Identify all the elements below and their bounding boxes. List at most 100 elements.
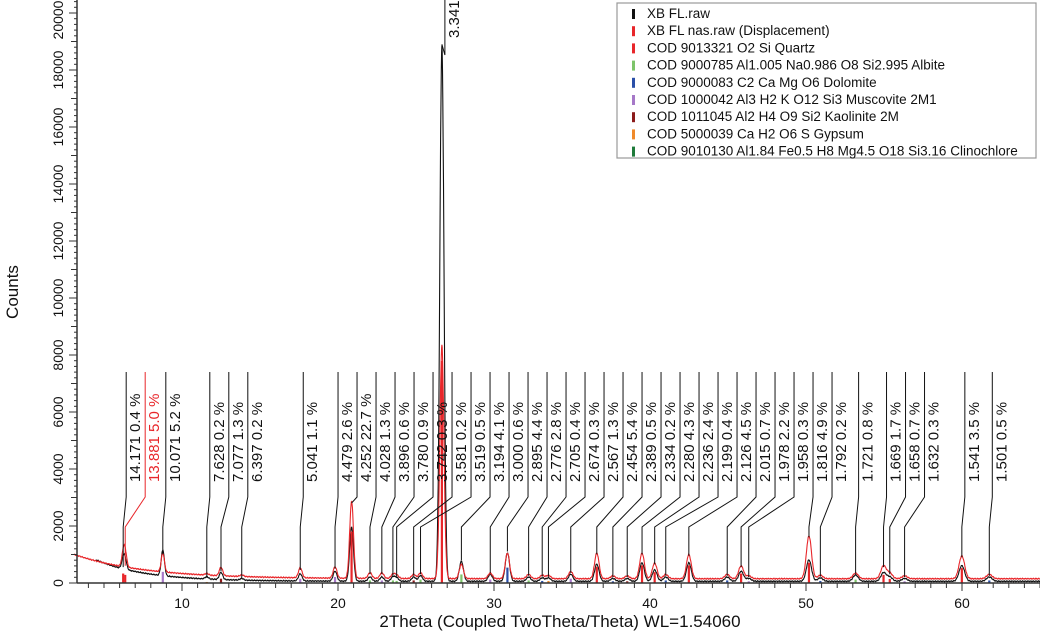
peak-leader-line [612, 372, 643, 578]
y-tick-label: 18000 [50, 50, 66, 89]
peak-label: 2.567 1.3 % [605, 402, 622, 482]
x-axis-title: 2Theta (Coupled TwoTheta/Theta) WL=1.540… [379, 612, 740, 631]
y-tick-label: 8000 [50, 339, 66, 370]
peak-leader-line [351, 372, 358, 504]
axes: 10 20 30 40 50 60 0 2000 4000 6000 8000 10000 12000 1… [50, 0, 1040, 611]
peak-label: 2.674 0.3 % [586, 402, 603, 482]
legend-entry: COD 9000785 Al1.005 Na0.986 O8 Si2.995 A… [647, 58, 945, 73]
peak-leader-line [392, 372, 415, 576]
peak-label: 2.895 4.4 % [529, 402, 546, 482]
peak-leader-line [334, 372, 339, 569]
peak-label: 4.479 2.6 % [339, 402, 356, 482]
peak-leader-line [626, 372, 662, 578]
peak-leader-line [641, 372, 681, 555]
peak-leader-line [904, 372, 926, 578]
legend-swatch [632, 43, 635, 54]
x-tick-label: 40 [642, 595, 658, 611]
peak-label: 3.780 0.9 % [415, 402, 432, 482]
peak-leader-line [206, 372, 211, 578]
x-tick-label: 60 [954, 595, 970, 611]
y-tick-label: 12000 [50, 221, 66, 260]
y-tick-label: 2000 [50, 510, 66, 541]
peak-label: 2.126 4.5 % [738, 402, 755, 482]
legend: XB FL.raw XB FL nas.raw (Displacement) COD… [616, 2, 1037, 159]
peak-label: 3.341 [446, 0, 463, 38]
peak-leader-line [688, 372, 738, 556]
peak-leader-line [420, 372, 472, 575]
peak-label: 13.881 5.0 % [146, 394, 163, 482]
peak-leader-line [506, 372, 529, 552]
peak-label: 2.389 0.5 % [643, 402, 660, 482]
legend-entry: COD 1000042 Al3 H2 K O12 Si3 Muscovite 2… [647, 92, 937, 107]
peak-leader-line [122, 372, 127, 568]
legend-swatch [632, 112, 635, 123]
pattern-curves [74, 45, 1040, 583]
legend-entry: XB FL.raw [647, 6, 710, 21]
legend-entry: XB FL nas.raw (Displacement) [647, 23, 830, 38]
peak-leader-line [740, 372, 776, 568]
peak-leader-line [369, 372, 377, 575]
peak-leader-line [547, 372, 586, 577]
y-tick-label: 6000 [50, 396, 66, 427]
peak-leader-line [726, 372, 757, 576]
legend-swatch [632, 77, 635, 88]
peak-leader-line [528, 372, 548, 576]
legend-swatch [632, 95, 635, 105]
peak-label: 1.721 0.8 % [860, 402, 877, 482]
legend-entry: COD 9013321 O2 Si Quartz [647, 40, 815, 55]
peak-label: 6.397 0.2 % [249, 402, 266, 482]
x-tick-label: 30 [486, 595, 502, 611]
peak-label: 3.581 0.2 % [453, 402, 470, 482]
legend-swatch [632, 146, 635, 157]
peak-leader-line [299, 372, 304, 571]
peak-label: 7.077 1.3 % [230, 402, 247, 482]
legend-swatch [632, 129, 635, 140]
legend-swatch [632, 9, 635, 19]
peak-label: 3.000 0.6 % [510, 402, 527, 482]
peak-leader-line [489, 372, 510, 573]
peak-label: 1.792 0.2 % [833, 402, 850, 482]
y-tick-label: 10000 [50, 278, 66, 317]
peak-label: 2.454 5.4 % [624, 402, 641, 482]
peak-leader-line [665, 372, 719, 576]
peak-label: 3.896 0.6 % [396, 402, 413, 482]
peak-label: 1.541 3.5 % [966, 402, 983, 482]
peak-label: 4.252 22.7 % [358, 394, 375, 482]
peak-label: 2.015 0.7 % [757, 402, 774, 482]
peak-leader-line [654, 372, 700, 565]
peak-label: 2.705 0.4 % [567, 402, 584, 482]
peak-leader-line [124, 372, 146, 566]
peak-label: 2.199 0.4 % [719, 402, 736, 482]
peak-label: 1.669 1.7 % [888, 402, 905, 482]
peak-leader-line [241, 372, 249, 579]
peak-label: 3.519 0.5 % [472, 402, 489, 482]
peak-leader-line [396, 372, 434, 577]
peak-leader-line [808, 372, 814, 538]
peak-label: 1.816 4.9 % [814, 402, 831, 482]
peak-label: 5.041 1.1 % [304, 402, 321, 482]
legend-entry: COD 5000039 Ca H2 O6 S Gypsum [647, 126, 864, 141]
peak-label: 4.028 1.3 % [377, 402, 394, 482]
legend-box [616, 2, 1037, 159]
peak-label: 1.501 0.5 % [993, 402, 1010, 482]
peak-leader-line [162, 372, 167, 555]
peak-label: 1.958 0.3 % [795, 402, 812, 482]
x-tick-label: 10 [174, 595, 190, 611]
curve-counts_nas [74, 344, 1040, 581]
peak-leader-line [541, 372, 567, 577]
y-tick-label: 16000 [50, 107, 66, 146]
peak-leader-line [819, 372, 833, 577]
legend-swatch [632, 26, 635, 37]
peak-label: 14.171 0.4 % [127, 394, 144, 482]
peak-leader-line [570, 372, 605, 573]
peak-leader-line [855, 372, 860, 574]
y-tick-label: 4000 [50, 453, 66, 484]
peak-label: 2.236 2.4 % [700, 402, 717, 482]
peak-label: 7.628 0.2 % [211, 402, 228, 482]
peak-leader-line [961, 372, 966, 558]
peak-label: 3.742 0.3 % [434, 402, 451, 482]
curve-counts_raw [95, 45, 1040, 583]
y-tick-label: 14000 [50, 164, 66, 203]
legend-entry: COD 1011045 Al2 H4 O9 Si2 Kaolinite 2M [647, 109, 899, 124]
peak-leader-line [883, 372, 888, 568]
